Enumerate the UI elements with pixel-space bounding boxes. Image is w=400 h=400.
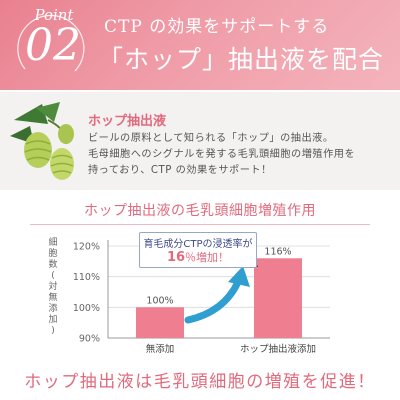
header-subtitle: CTP の効果をサポートする bbox=[104, 17, 330, 37]
callout-box: 育毛成分CTPの浸透率が 16％増加！ bbox=[139, 232, 257, 268]
callout-suffix: ％増加！ bbox=[185, 251, 230, 264]
increase-arrow bbox=[184, 278, 242, 324]
y-axis-label-char: 対 bbox=[48, 282, 58, 292]
y-tick-label: 90% bbox=[79, 334, 100, 345]
callout-line1: 育毛成分CTPの浸透率が bbox=[143, 239, 253, 250]
point-number: 02 bbox=[25, 20, 81, 71]
y-axis-label-char: 添 bbox=[48, 304, 58, 314]
y-axis-label-char: 無 bbox=[48, 293, 58, 303]
increase-arrow-head bbox=[228, 266, 250, 287]
chart-title-divider bbox=[30, 224, 370, 225]
bar-value-label: 100% bbox=[146, 295, 173, 306]
footer-headline: ホップ抽出液は毛乳頭細胞の増殖を促進！ bbox=[24, 372, 376, 392]
y-axis-label-char: 細 bbox=[48, 238, 58, 248]
y-tick-label: 120% bbox=[73, 242, 100, 253]
point-label: Point bbox=[34, 6, 74, 24]
header-title: 「ホップ」抽出液を配合 bbox=[98, 45, 385, 74]
y-axis-label-char: 胞 bbox=[48, 249, 58, 259]
y-tick-label: 110% bbox=[73, 272, 100, 283]
info-title: ホップ抽出液 bbox=[88, 114, 167, 129]
y-tick-label: 100% bbox=[73, 303, 100, 314]
y-axis-label-char: ( bbox=[51, 271, 55, 281]
header-banner: Point 02 CTP の効果をサポートする 「ホップ」抽出液を配合 bbox=[0, 0, 400, 90]
chart-title: ホップ抽出液の毛乳頭細胞増殖作用 bbox=[84, 203, 316, 219]
x-tick-label: ホップ抽出液添加 bbox=[240, 343, 316, 355]
info-line: ビールの原料として知られる「ホップ」の抽出液。 bbox=[88, 133, 334, 144]
info-line: 持っており、CTP の効果をサポート！ bbox=[88, 165, 272, 176]
y-axis-label-char: 数 bbox=[48, 260, 58, 270]
y-axis-label-char: 加 bbox=[48, 315, 58, 325]
point-ring-icon bbox=[17, 14, 85, 72]
y-axis-label-char: ) bbox=[51, 326, 55, 336]
info-line: 毛母細胞へのシグナルを発する毛乳頭細胞の増殖作用を bbox=[88, 149, 356, 160]
bar-value-label: 116% bbox=[264, 246, 291, 257]
bar bbox=[254, 258, 302, 338]
callout-percent: 16 bbox=[166, 250, 186, 265]
callout-line2: 16％増加！ bbox=[140, 249, 256, 265]
chart-y-axis-label: 細胞数(対無添加) bbox=[46, 238, 60, 337]
x-tick-label: 無添加 bbox=[146, 343, 175, 355]
bar bbox=[136, 307, 184, 338]
bar-chart: 90% 100% 110% 120% 100% 無添加 116% ホップ抽出液添加 bbox=[73, 240, 330, 355]
hop-plant-image bbox=[10, 102, 74, 180]
info-description: ビールの原料として知られる「ホップ」の抽出液。 毛母細胞へのシグナルを発する毛乳… bbox=[88, 131, 393, 179]
